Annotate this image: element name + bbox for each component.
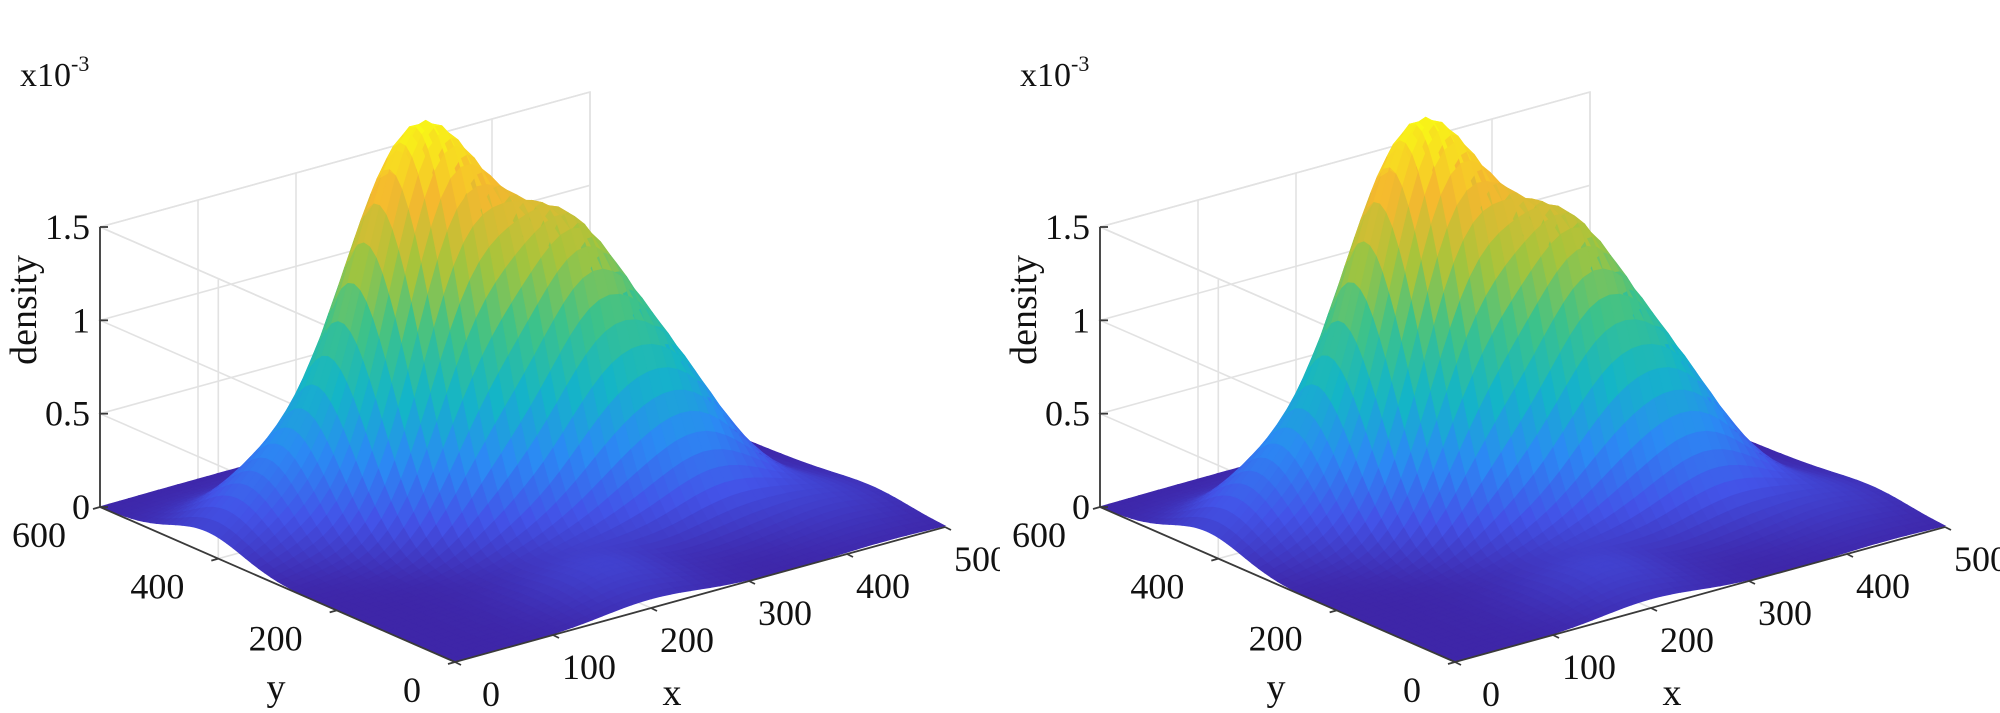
y-tick [447, 661, 456, 665]
y-axis-label: y [267, 667, 286, 709]
y-tick-label: 400 [130, 567, 184, 607]
surface [1098, 116, 1947, 663]
y-tick-label: 0 [403, 670, 421, 710]
x-axis-label: x [663, 672, 682, 713]
x-tick-label: 200 [660, 620, 714, 660]
y-tick [211, 557, 219, 562]
x-tick-label: 0 [482, 674, 500, 713]
x-axis-line [454, 526, 946, 663]
y-tick-label: 600 [12, 515, 66, 555]
chart-panel-right: 0 100 200 300 400 500 0 200 400 600 0 0.5 1 1.5 densi… [1000, 0, 2000, 713]
z-tick-label: 1 [72, 300, 90, 340]
x-tick [944, 526, 952, 531]
x-tick-label: 500 [954, 539, 1000, 579]
x-tick-label: 100 [562, 647, 616, 687]
x-tick-label: 300 [758, 593, 812, 633]
surface-patch [927, 522, 947, 529]
y-tick [92, 506, 101, 510]
x-tick-label: 400 [856, 566, 910, 606]
x-tick [748, 580, 756, 585]
chart-panel-left: 0 100 200 300 400 500 0 200 400 600 0 0.5 1 1.5 densi… [3, 51, 1000, 713]
z-exponent-label: x10-3 [20, 51, 89, 94]
x-tick [552, 634, 560, 639]
surface [98, 119, 947, 663]
x-tick [454, 661, 462, 666]
z-tick-label: 0.5 [45, 394, 90, 434]
z-tick-label: 0 [72, 487, 90, 527]
x-tick [650, 607, 658, 612]
x-tick [846, 553, 854, 558]
y-axis-line [99, 506, 456, 663]
y-tick [329, 609, 337, 614]
z-tick-label: 1.5 [45, 207, 90, 247]
y-tick-label: 200 [249, 618, 303, 658]
axes [92, 226, 952, 666]
z-axis-label: density [3, 255, 45, 365]
